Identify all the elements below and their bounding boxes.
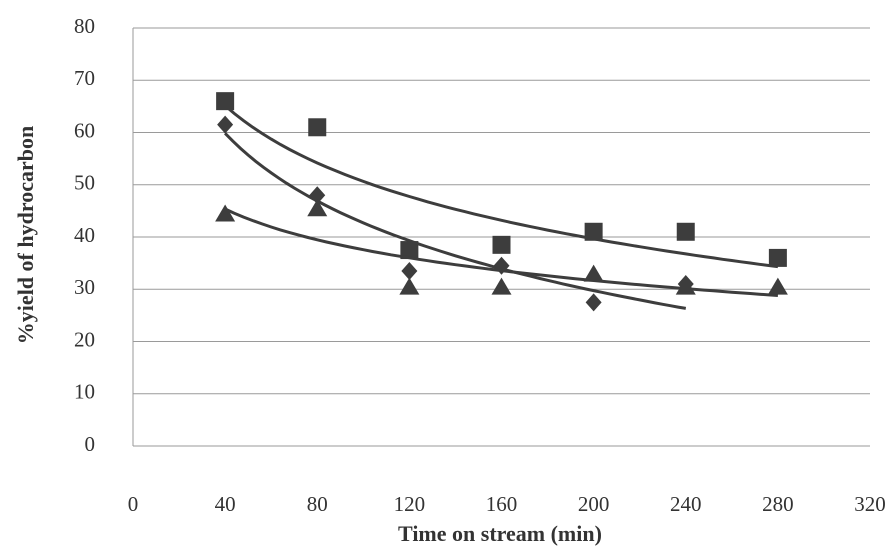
marker-square (308, 118, 326, 136)
x-tick-label: 0 (128, 492, 139, 516)
marker-triangle (307, 199, 327, 216)
marker-triangle (768, 278, 788, 295)
x-tick-label: 120 (394, 492, 426, 516)
marker-square (493, 236, 511, 254)
marker-square (677, 223, 695, 241)
y-tick-label: 20 (74, 327, 95, 351)
x-tick-label: 240 (670, 492, 702, 516)
y-axis-label: %yield of hydrocarbon (13, 126, 38, 344)
y-tick-label: 0 (85, 432, 96, 456)
marker-square (216, 92, 234, 110)
marker-triangle (399, 278, 419, 295)
chart: %yield of hydrocarbon Time on stream (mi… (0, 0, 894, 551)
x-tick-label: 200 (578, 492, 610, 516)
x-tick-label: 320 (854, 492, 886, 516)
x-axis-label: Time on stream (min) (398, 521, 602, 546)
y-tick-label: 10 (74, 380, 95, 404)
x-tick-label: 280 (762, 492, 794, 516)
marker-diamond (401, 262, 417, 280)
y-tick-label: 50 (74, 171, 95, 195)
marker-square (585, 223, 603, 241)
marker-triangle (584, 265, 604, 282)
marker-triangle (676, 278, 696, 295)
marker-diamond (586, 293, 602, 311)
marker-square (769, 249, 787, 267)
y-tick-label: 40 (74, 223, 95, 247)
marker-triangle (492, 278, 512, 295)
y-tick-label: 30 (74, 275, 95, 299)
y-tick-label: 60 (74, 118, 95, 142)
y-tick-label: 70 (74, 66, 95, 90)
x-tick-label: 80 (307, 492, 328, 516)
x-tick-label: 40 (215, 492, 236, 516)
y-tick-label: 80 (74, 14, 95, 38)
x-tick-label: 160 (486, 492, 518, 516)
marker-diamond (217, 116, 233, 134)
